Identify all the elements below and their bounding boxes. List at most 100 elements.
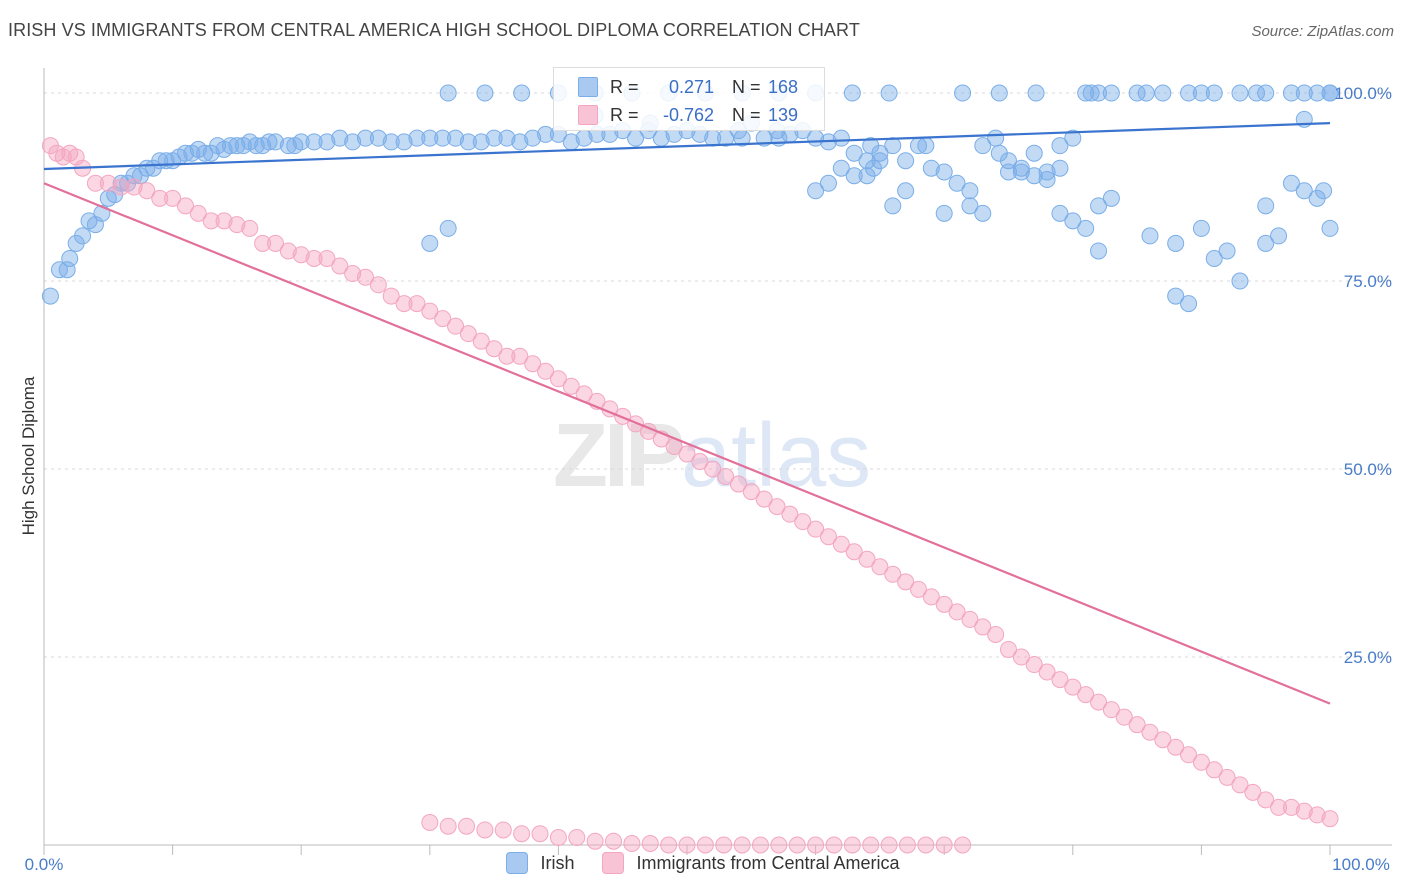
legend-n-label: N = [732, 104, 761, 125]
irish-point [1102, 84, 1120, 102]
irish-point [537, 125, 555, 143]
irish-point [1231, 272, 1249, 290]
irish-point [1051, 204, 1069, 222]
irish-point [990, 144, 1008, 162]
central-america-point [164, 189, 182, 207]
irish-point [472, 133, 490, 151]
central-america-point [331, 257, 349, 275]
irish-point [1102, 189, 1120, 207]
central-america-point [897, 573, 915, 591]
irish-point [1012, 163, 1030, 181]
central-america-point [717, 468, 735, 486]
irish-point [1295, 84, 1313, 102]
bottom-legend-label-irish: Irish [540, 852, 575, 873]
irish-point [1180, 84, 1198, 102]
legend-box: R = 0.271 N = 168 R = -0.762 N = 139 [553, 67, 825, 131]
central-america-point [369, 276, 387, 294]
irish-point [331, 129, 349, 147]
central-america-point [742, 483, 760, 501]
central-america-point [781, 505, 799, 523]
irish-point [1090, 242, 1108, 260]
central-america-point [125, 178, 143, 196]
irish-point [1027, 84, 1045, 102]
irish-point [344, 133, 362, 151]
irish-point [439, 219, 457, 237]
central-america-point [623, 834, 641, 852]
legend-r-value: -0.762 [662, 104, 714, 125]
trend-lines [43, 122, 1331, 705]
irish-point [1064, 212, 1082, 230]
bottom-legend-irish[interactable]: Irish [506, 852, 574, 874]
central-america-point [1167, 738, 1185, 756]
central-america-point [755, 490, 773, 508]
watermark-zip: ZIP [553, 406, 685, 506]
irish-point [1180, 295, 1198, 313]
legend-n-value: 139 [768, 104, 799, 125]
irish-point [1257, 84, 1275, 102]
central-america-point [485, 340, 503, 358]
irish-point [511, 133, 529, 151]
central-america-point [494, 821, 512, 839]
irish-point [1205, 249, 1223, 267]
irish-point [1082, 84, 1100, 102]
central-america-point [202, 212, 220, 230]
central-america-point [1115, 708, 1133, 726]
central-america-point [825, 836, 843, 854]
legend-swatch-central-america [578, 105, 598, 125]
central-america-point [498, 347, 516, 365]
central-america-point [974, 618, 992, 636]
irish-point [1012, 159, 1030, 177]
central-america-point [266, 234, 284, 252]
irish-point [395, 133, 413, 151]
central-america-point [476, 821, 494, 839]
central-america-point [439, 817, 457, 835]
irish-point [1051, 137, 1069, 155]
central-america-point [922, 588, 940, 606]
central-america-point [948, 603, 966, 621]
central-america-point [935, 836, 953, 854]
irish-point [954, 84, 972, 102]
central-america-point [1180, 746, 1198, 764]
central-america-point [1000, 640, 1017, 658]
irish-point [1000, 163, 1017, 181]
irish-point [266, 133, 284, 151]
central-america-point [549, 828, 567, 846]
y-axis-label: High School Diploma [19, 376, 38, 535]
central-america-point [1141, 723, 1159, 741]
bottom-legend-central-america[interactable]: Immigrants from Central America [602, 852, 900, 874]
irish-point [1077, 219, 1095, 237]
irish-point [1270, 227, 1288, 245]
central-america-point [954, 836, 972, 854]
irish-point [1141, 227, 1159, 245]
central-america-point [807, 836, 825, 854]
irish-point [884, 137, 902, 155]
central-america-point [292, 246, 310, 264]
central-america-point [176, 197, 194, 215]
central-america-point [733, 836, 751, 854]
irish-point [871, 152, 889, 170]
central-america-point [917, 836, 935, 854]
irish-point [922, 159, 940, 177]
irish-point [1192, 219, 1210, 237]
central-america-point [832, 535, 850, 553]
central-america-points [41, 137, 1339, 854]
central-america-point [858, 550, 876, 568]
central-america-point [189, 204, 207, 222]
irish-point [1321, 219, 1339, 237]
irish-point [408, 129, 426, 147]
central-america-point [1282, 798, 1300, 816]
central-america-point [729, 475, 747, 493]
central-america-trend-line [43, 182, 1331, 705]
irish-point [1167, 234, 1185, 252]
irish-point [1231, 84, 1249, 102]
central-america-point [788, 836, 806, 854]
irish-point [1282, 174, 1300, 192]
irish-point [1025, 167, 1043, 185]
central-america-point [537, 362, 555, 380]
central-america-point [305, 249, 323, 267]
irish-point [1321, 84, 1339, 102]
central-america-point [1321, 810, 1339, 828]
central-america-point [531, 825, 549, 843]
central-america-point [678, 445, 696, 463]
central-america-point [1154, 731, 1172, 749]
